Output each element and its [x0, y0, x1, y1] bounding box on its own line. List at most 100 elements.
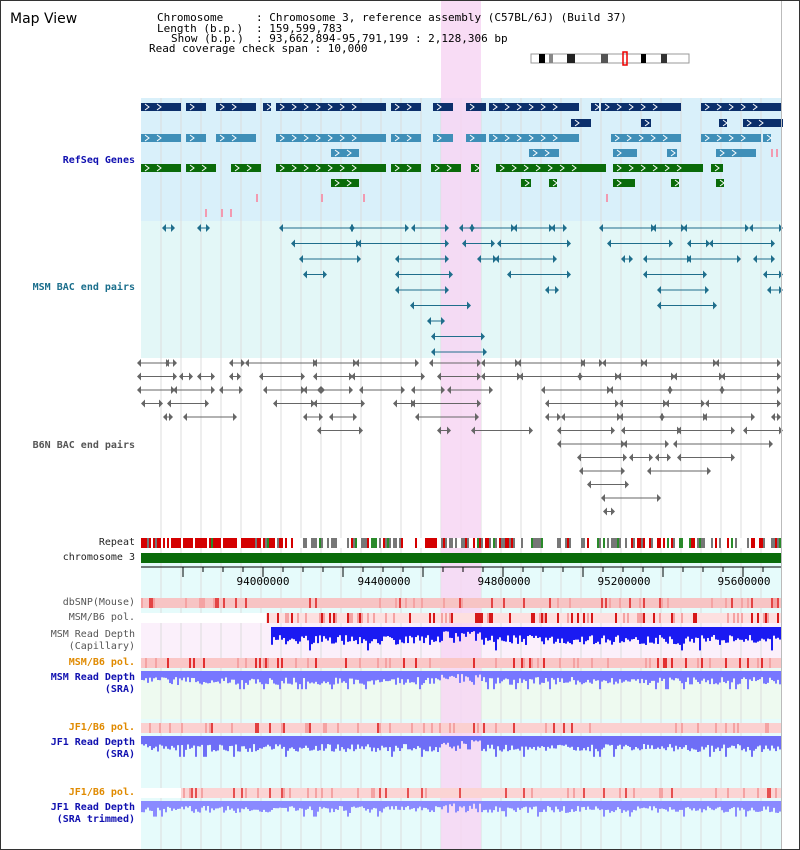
ideogram-position-marker[interactable] — [622, 51, 628, 66]
depth-bar — [363, 736, 365, 750]
track-label-msm-b6-pol-sra[interactable]: MSM/B6 pol. — [68, 657, 135, 668]
heat-cell — [649, 788, 651, 798]
gene-block[interactable] — [391, 164, 421, 172]
selection-highlight[interactable] — [441, 1, 481, 849]
heat-cell — [287, 598, 289, 608]
gene-block[interactable] — [711, 164, 723, 172]
heat-cell — [381, 723, 383, 733]
gene-block[interactable] — [667, 149, 677, 157]
track-label-jf1-depth-trimmed[interactable]: JF1 Read Depth — [50, 802, 135, 813]
track-label-msm-b6-pol[interactable]: MSM/B6 pol. — [68, 612, 135, 623]
depth-bar — [231, 801, 233, 809]
track-label-b6n-bac[interactable]: B6N BAC end pairs — [32, 440, 135, 451]
heat-cell — [623, 613, 625, 623]
heat-cell — [375, 613, 377, 623]
gene-block[interactable] — [763, 134, 771, 142]
depth-bar — [291, 736, 293, 748]
gene-block[interactable] — [231, 164, 261, 172]
gene-block[interactable] — [331, 149, 359, 157]
gene-block[interactable] — [331, 179, 359, 187]
gene-block[interactable] — [496, 164, 606, 172]
depth-bar — [667, 736, 669, 748]
gene-block[interactable] — [489, 103, 579, 111]
gene-block[interactable] — [613, 179, 635, 187]
depth-bar — [493, 627, 495, 642]
repeat-segment — [631, 538, 633, 548]
gene-block[interactable] — [276, 134, 386, 142]
bac-end-marker — [657, 494, 661, 502]
gene-block[interactable] — [641, 119, 651, 127]
track-label-jf1-depth[interactable]: JF1 Read Depth — [50, 737, 135, 748]
track-label-msm-depth-capillary[interactable]: MSM Read Depth — [50, 629, 135, 640]
gene-block[interactable] — [391, 103, 421, 111]
depth-bar — [353, 627, 355, 641]
gene-block[interactable] — [719, 119, 727, 127]
gene-block[interactable] — [186, 164, 216, 172]
depth-bar — [579, 671, 581, 683]
chromosome-bar[interactable] — [141, 553, 781, 563]
heat-cell — [263, 788, 265, 798]
gene-block[interactable] — [489, 134, 579, 142]
depth-bar — [635, 671, 637, 681]
heat-cell — [557, 723, 559, 733]
track-label-msm-depth-sra[interactable]: MSM Read Depth — [50, 672, 135, 683]
gene-block[interactable] — [186, 134, 206, 142]
track-label-repeat[interactable]: Repeat — [98, 537, 135, 548]
track-label-chromosome[interactable]: chromosome 3 — [62, 552, 135, 563]
gene-block[interactable] — [276, 103, 386, 111]
heat-cell — [309, 658, 311, 668]
depth-bar — [641, 801, 643, 809]
gene-block[interactable] — [521, 179, 531, 187]
heat-cell — [347, 613, 349, 623]
track-label-jf1-b6-pol[interactable]: JF1/B6 pol. — [68, 722, 135, 733]
heat-cell — [551, 613, 553, 623]
gene-block[interactable] — [571, 119, 591, 127]
gene-block[interactable] — [529, 149, 559, 157]
gene-block[interactable] — [186, 103, 206, 111]
gene-block[interactable] — [671, 179, 679, 187]
heat-cell — [661, 788, 663, 798]
heat-cell — [647, 723, 649, 733]
gene-block[interactable] — [471, 164, 479, 172]
gene-block[interactable] — [716, 179, 724, 187]
gene-block[interactable] — [276, 164, 386, 172]
heat-cell — [255, 723, 257, 733]
heat-cell — [217, 658, 219, 668]
gene-block[interactable] — [701, 103, 781, 111]
gene-block[interactable] — [466, 103, 486, 111]
repeat-segment — [499, 538, 501, 548]
gene-block[interactable] — [431, 164, 461, 172]
gene-block[interactable] — [263, 103, 271, 111]
track-label-refseq[interactable]: RefSeq Genes — [62, 155, 135, 166]
gene-block[interactable] — [433, 134, 453, 142]
repeat-segment — [429, 538, 431, 548]
repeat-segment — [401, 538, 403, 548]
repeat-segment — [155, 538, 157, 548]
heat-cell — [365, 788, 367, 798]
depth-bar — [741, 736, 743, 751]
gene-block[interactable] — [591, 103, 599, 111]
gene-block[interactable] — [613, 149, 637, 157]
gene-block[interactable] — [433, 103, 453, 111]
heat-cell — [229, 658, 231, 668]
gene-block[interactable] — [613, 164, 703, 172]
gene-block[interactable] — [601, 103, 681, 111]
depth-bar — [361, 671, 363, 684]
heat-cell — [723, 658, 725, 668]
repeat-segment — [737, 538, 739, 548]
bac-end-marker — [137, 359, 141, 367]
depth-bar — [759, 671, 761, 680]
gene-block[interactable] — [466, 134, 486, 142]
depth-bar — [651, 627, 653, 643]
gene-block[interactable] — [701, 134, 761, 142]
gene-block[interactable] — [391, 134, 421, 142]
track-label-jf1-b6-pol-2[interactable]: JF1/B6 pol. — [68, 787, 135, 798]
heat-cell — [745, 658, 747, 668]
depth-bar — [301, 736, 303, 749]
track-label-msm-bac[interactable]: MSM BAC end pairs — [32, 282, 135, 293]
gene-block[interactable] — [549, 179, 557, 187]
heat-cell — [301, 723, 303, 733]
track-label-dbsnp[interactable]: dbSNP(Mouse) — [62, 597, 135, 608]
gene-block[interactable] — [611, 134, 681, 142]
